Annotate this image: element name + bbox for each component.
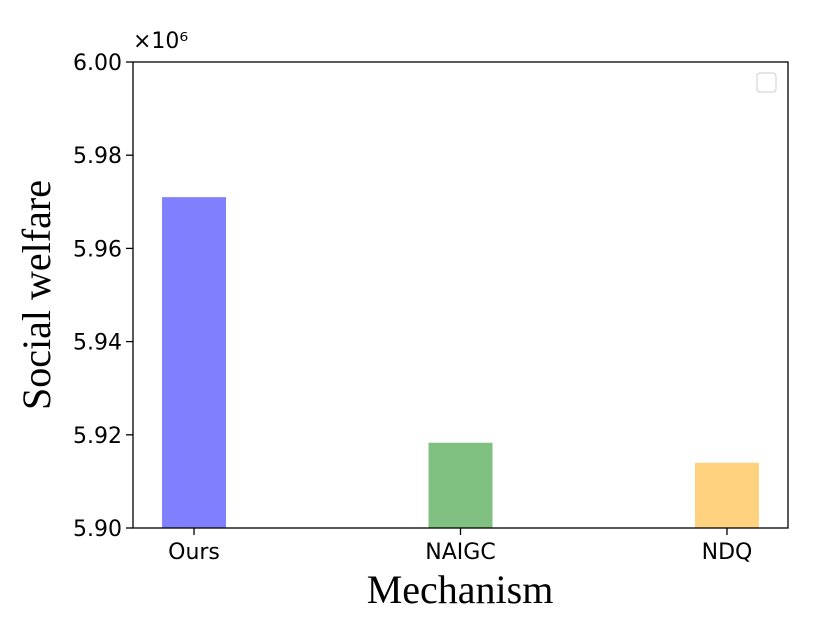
- x-axis-label: Mechanism: [367, 567, 554, 612]
- legend-box: [756, 72, 777, 93]
- y-tick-label: 5.96: [73, 237, 122, 262]
- y-tick-label: 5.94: [73, 331, 122, 356]
- bar: [428, 442, 493, 528]
- y-tick-label: 5.90: [73, 517, 122, 542]
- y-tick-label: 5.92: [73, 424, 122, 449]
- y-tick-label: 6.00: [73, 51, 122, 76]
- y-tick-label: 5.98: [73, 144, 122, 169]
- x-tick-label: NDQ: [702, 540, 753, 565]
- plot-frame: [132, 61, 789, 529]
- bar: [162, 197, 227, 528]
- x-tick-label: NAIGC: [425, 540, 495, 565]
- x-tick-label: Ours: [168, 540, 220, 565]
- y-axis-label: Social welfare: [14, 180, 59, 410]
- bar: [694, 462, 759, 528]
- y-multiplier: ×10⁶: [133, 29, 188, 54]
